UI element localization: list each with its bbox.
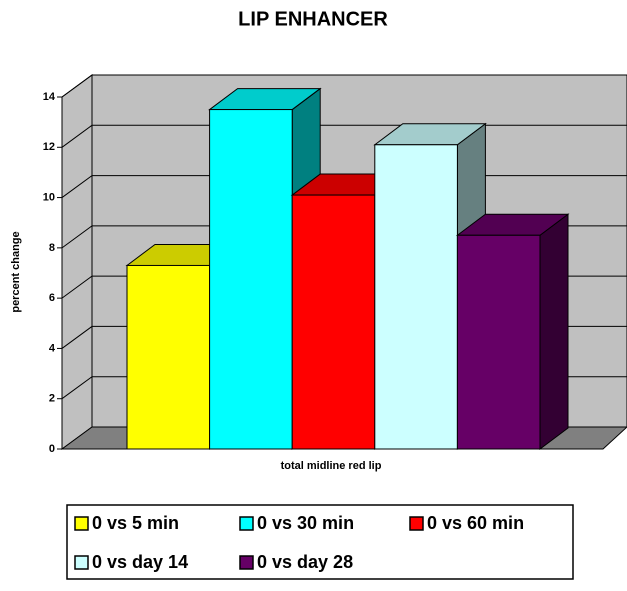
y-tick-label: 2 [49, 393, 55, 405]
y-tick-label: 10 [43, 191, 55, 203]
legend-label: 0 vs 5 min [92, 513, 179, 533]
legend-swatch [74, 555, 89, 570]
x-tick-label: total midline red lip [281, 460, 382, 472]
legend-label: 0 vs day 28 [257, 552, 353, 572]
side-wall [61, 74, 93, 450]
bar [456, 234, 541, 450]
legend-label: 0 vs day 14 [92, 552, 188, 572]
y-axis-label: percent change [10, 231, 22, 312]
bar [126, 264, 211, 450]
legend-swatch [409, 516, 424, 531]
legend-label: 0 vs 60 min [427, 513, 524, 533]
y-tick-label: 6 [49, 292, 55, 304]
bar [374, 144, 458, 450]
legend-swatch [239, 555, 254, 570]
grid-line [61, 74, 627, 98]
y-tick-label: 0 [49, 443, 55, 455]
legend-swatch [74, 516, 89, 531]
legend-swatch [239, 516, 254, 531]
bar-side [539, 213, 569, 450]
chart-title: LIP ENHANCER [238, 8, 388, 30]
y-tick-label: 4 [49, 342, 56, 354]
legend [66, 504, 574, 580]
y-tick-label: 14 [43, 91, 56, 103]
y-tick-label: 12 [43, 141, 55, 153]
bar [291, 194, 376, 450]
y-tick-label: 8 [49, 242, 55, 254]
bar [209, 109, 293, 450]
legend-label: 0 vs 30 min [257, 513, 354, 533]
